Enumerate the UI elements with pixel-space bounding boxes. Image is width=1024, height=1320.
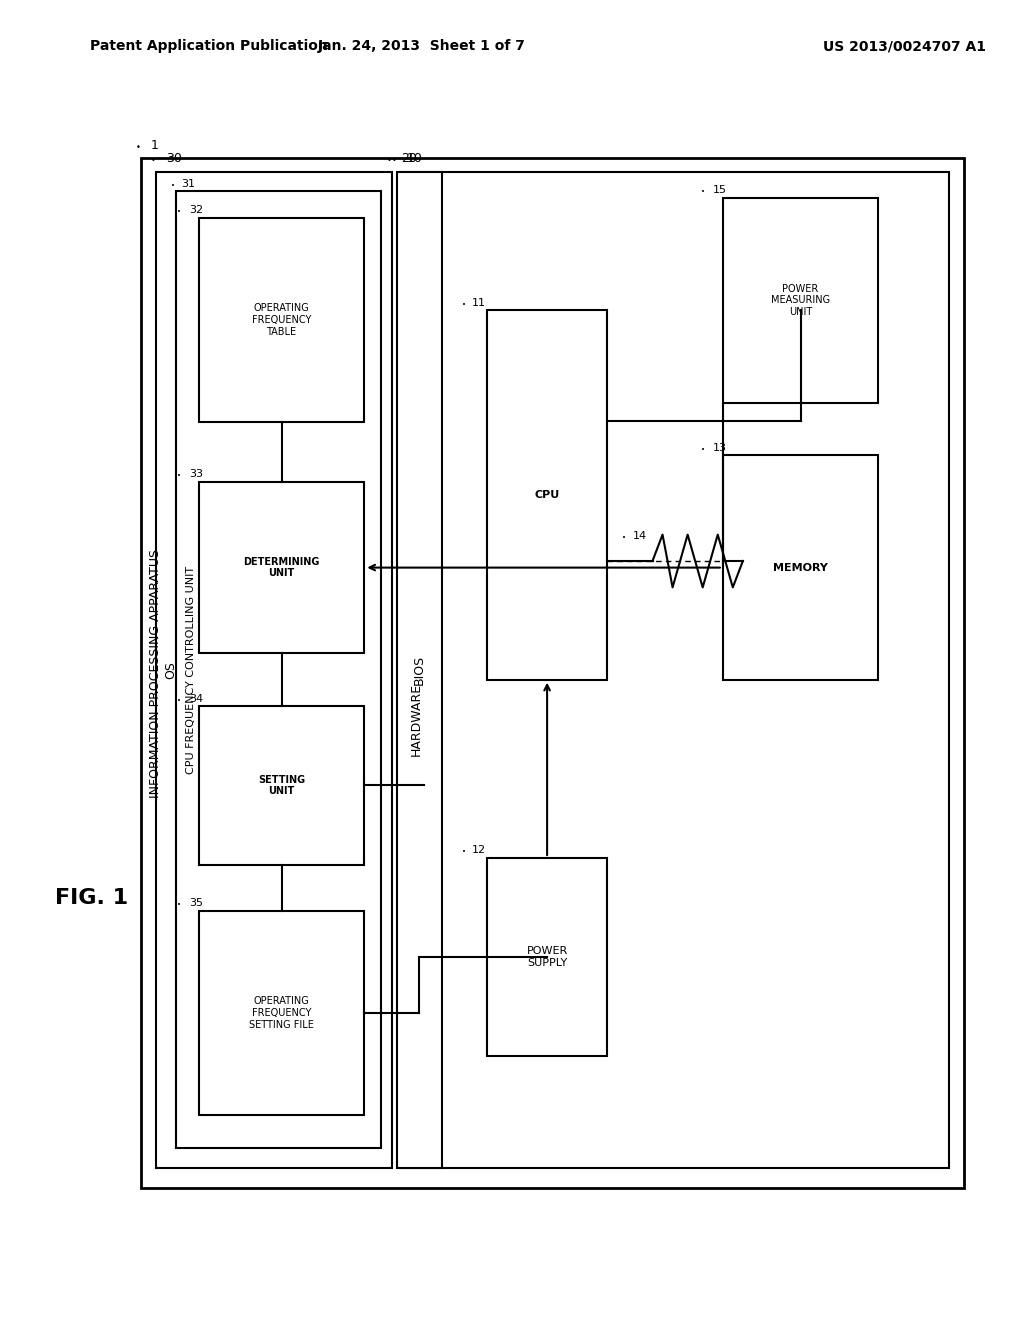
- Text: •: •: [177, 473, 180, 479]
- Text: •: •: [151, 156, 156, 165]
- Text: POWER
MEASURING
UNIT: POWER MEASURING UNIT: [771, 284, 830, 317]
- Text: DETERMINING
UNIT: DETERMINING UNIT: [244, 557, 319, 578]
- Text: POWER
SUPPLY: POWER SUPPLY: [526, 946, 567, 968]
- Text: •: •: [700, 189, 705, 195]
- Text: CPU: CPU: [535, 490, 560, 500]
- Bar: [723, 455, 879, 680]
- Text: 34: 34: [188, 693, 203, 704]
- Bar: [723, 198, 879, 403]
- Text: 12: 12: [472, 845, 486, 855]
- Text: 10: 10: [407, 152, 423, 165]
- Bar: [486, 858, 607, 1056]
- Text: 33: 33: [188, 469, 203, 479]
- Text: Patent Application Publication: Patent Application Publication: [90, 40, 328, 53]
- Text: MEMORY: MEMORY: [773, 562, 828, 573]
- Text: SETTING
UNIT: SETTING UNIT: [258, 775, 305, 796]
- Text: •: •: [177, 697, 180, 704]
- Text: •: •: [386, 156, 391, 165]
- Bar: [401, 172, 948, 1168]
- Text: INFORMATION PROCESSING APPARATUS: INFORMATION PROCESSING APPARATUS: [150, 549, 162, 797]
- Text: •: •: [391, 156, 396, 165]
- Bar: [396, 172, 441, 1168]
- Text: US 2013/0024707 A1: US 2013/0024707 A1: [823, 40, 986, 53]
- Text: OS: OS: [164, 661, 177, 678]
- Text: BIOS: BIOS: [413, 655, 426, 685]
- Text: •: •: [623, 535, 627, 541]
- Text: 15: 15: [713, 185, 727, 195]
- Text: 1: 1: [151, 139, 159, 152]
- Bar: [486, 310, 607, 680]
- Text: 32: 32: [188, 205, 203, 215]
- Text: 31: 31: [180, 178, 195, 189]
- Text: OPERATING
FREQUENCY
SETTING FILE: OPERATING FREQUENCY SETTING FILE: [249, 997, 314, 1030]
- Text: •: •: [135, 143, 140, 152]
- Text: OPERATING
FREQUENCY
TABLE: OPERATING FREQUENCY TABLE: [252, 304, 311, 337]
- Text: FIG. 1: FIG. 1: [55, 887, 128, 908]
- Text: •: •: [462, 849, 466, 855]
- Text: •: •: [177, 209, 180, 215]
- Bar: [176, 191, 382, 1148]
- Text: •: •: [462, 301, 466, 308]
- Bar: [140, 158, 964, 1188]
- Text: 13: 13: [713, 442, 727, 453]
- Bar: [199, 911, 365, 1115]
- Bar: [199, 218, 365, 422]
- Text: 35: 35: [188, 898, 203, 908]
- Text: 14: 14: [633, 531, 646, 541]
- Text: •: •: [700, 446, 705, 453]
- Text: •: •: [171, 182, 175, 189]
- Text: 11: 11: [472, 297, 485, 308]
- Bar: [199, 482, 365, 653]
- Text: 20: 20: [401, 152, 418, 165]
- Bar: [156, 172, 391, 1168]
- Text: 30: 30: [166, 152, 181, 165]
- Bar: [199, 706, 365, 865]
- Text: HARDWARE: HARDWARE: [410, 684, 423, 756]
- Text: •: •: [177, 902, 180, 908]
- Text: Jan. 24, 2013  Sheet 1 of 7: Jan. 24, 2013 Sheet 1 of 7: [317, 40, 525, 53]
- Text: CPU FREQUENCY CONTROLLING UNIT: CPU FREQUENCY CONTROLLING UNIT: [185, 566, 196, 774]
